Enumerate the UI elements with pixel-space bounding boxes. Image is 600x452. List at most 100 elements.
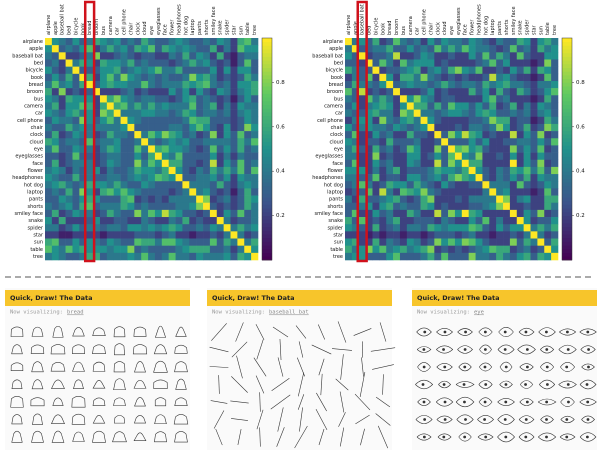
heatmap-cell — [127, 196, 134, 203]
heatmap-cell — [224, 67, 231, 74]
heatmap-cell — [448, 59, 455, 66]
heatmap-cell — [134, 153, 141, 160]
heatmap-cell — [210, 110, 217, 117]
heatmap-cell — [496, 67, 503, 74]
heatmap-cell — [210, 188, 217, 195]
heatmap-cell — [517, 38, 524, 45]
heatmap-cell — [244, 110, 251, 117]
heatmap-cell — [59, 253, 66, 260]
heatmap-cell — [400, 52, 407, 59]
heatmap-cell — [72, 231, 79, 238]
heatmap-cell — [141, 88, 148, 95]
heatmap-cell — [231, 74, 238, 81]
heatmap-cell — [203, 38, 210, 45]
heatmap-cell — [489, 110, 496, 117]
heatmap-cell — [52, 38, 59, 45]
doodle-pupil — [444, 331, 447, 334]
heatmap-cell — [462, 203, 469, 210]
heatmap-cell — [72, 217, 79, 224]
heatmap-cell — [121, 174, 128, 181]
heatmap-cell — [448, 203, 455, 210]
colorbar-step — [562, 253, 572, 257]
heatmap-cell — [121, 81, 128, 88]
colorbar-step — [562, 186, 572, 190]
heatmap-cell — [251, 217, 258, 224]
colorbar-step — [562, 153, 572, 157]
y-tick-label: airplane — [323, 39, 343, 45]
heatmap-cell — [345, 210, 352, 217]
colorbar-step — [262, 123, 272, 127]
heatmap-cell — [231, 52, 238, 59]
heatmap-cell — [386, 74, 393, 81]
heatmap-cell — [224, 59, 231, 66]
heatmap-cell — [107, 239, 114, 246]
heatmap-cell — [434, 231, 441, 238]
heatmap-cell — [162, 81, 169, 88]
heatmap-cell — [372, 67, 379, 74]
heatmap-cell — [482, 246, 489, 253]
heatmap-cell — [210, 160, 217, 167]
heatmap-cell — [421, 95, 428, 102]
colorbar-step — [262, 164, 272, 168]
heatmap-cell — [45, 231, 52, 238]
heatmap-cell — [121, 74, 128, 81]
heatmap-cell — [182, 138, 189, 145]
heatmap-cell — [407, 224, 414, 231]
heatmap-cell — [517, 174, 524, 181]
heatmap-cell — [510, 174, 517, 181]
heatmap-cell — [441, 124, 448, 131]
heatmap-cell — [455, 246, 462, 253]
heatmap-cell — [203, 138, 210, 145]
x-tick-label: bicycle — [373, 18, 379, 36]
doodle-pupil — [504, 401, 507, 404]
heatmap-cell — [372, 88, 379, 95]
heatmap-cell — [393, 117, 400, 124]
y-tick-label: apple — [29, 46, 43, 52]
heatmap-cell — [469, 52, 476, 59]
heatmap-cell — [462, 131, 469, 138]
heatmap-cell — [537, 74, 544, 81]
heatmap-cell — [148, 88, 155, 95]
doodle-pupil — [505, 366, 508, 369]
doodle-pupil — [464, 348, 467, 351]
heatmap-cell — [107, 224, 114, 231]
heatmap-cell — [45, 110, 52, 117]
colorbar-step — [262, 208, 272, 212]
x-tick-label: bus — [101, 26, 107, 35]
heatmap-cell — [127, 102, 134, 109]
heatmap-cell — [176, 95, 183, 102]
heatmap-cell — [462, 81, 469, 88]
heatmap-cell — [400, 231, 407, 238]
heatmap-cell — [52, 95, 59, 102]
heatmap-cell — [476, 95, 483, 102]
heatmap-cell — [45, 246, 52, 253]
heatmap-cell — [237, 74, 244, 81]
heatmap-cell — [45, 88, 52, 95]
heatmap-cell — [169, 81, 176, 88]
heatmap-cell — [224, 217, 231, 224]
heatmap-cell — [155, 88, 162, 95]
heatmap-cell — [210, 38, 217, 45]
heatmap-cell — [455, 59, 462, 66]
heatmap-cell — [517, 45, 524, 52]
heatmap-cell — [427, 210, 434, 217]
heatmap-cell — [359, 224, 366, 231]
heatmap-cell — [372, 124, 379, 131]
heatmap-cell — [510, 160, 517, 167]
heatmap-cell — [66, 145, 73, 152]
doodle-pupil — [545, 401, 548, 404]
heatmap-cell — [72, 224, 79, 231]
heatmap-cell — [421, 81, 428, 88]
colorbar-step — [562, 219, 572, 223]
doodle-pupil — [565, 436, 568, 439]
heatmap-cell — [462, 110, 469, 117]
heatmap-cell — [107, 38, 114, 45]
heatmap-cell — [121, 231, 128, 238]
heatmap-cell — [121, 160, 128, 167]
heatmap-cell — [114, 217, 121, 224]
heatmap-cell — [441, 117, 448, 124]
heatmap-cell — [210, 52, 217, 59]
heatmap-cell — [121, 253, 128, 260]
heatmap-cell — [489, 217, 496, 224]
heatmap-cell — [427, 67, 434, 74]
